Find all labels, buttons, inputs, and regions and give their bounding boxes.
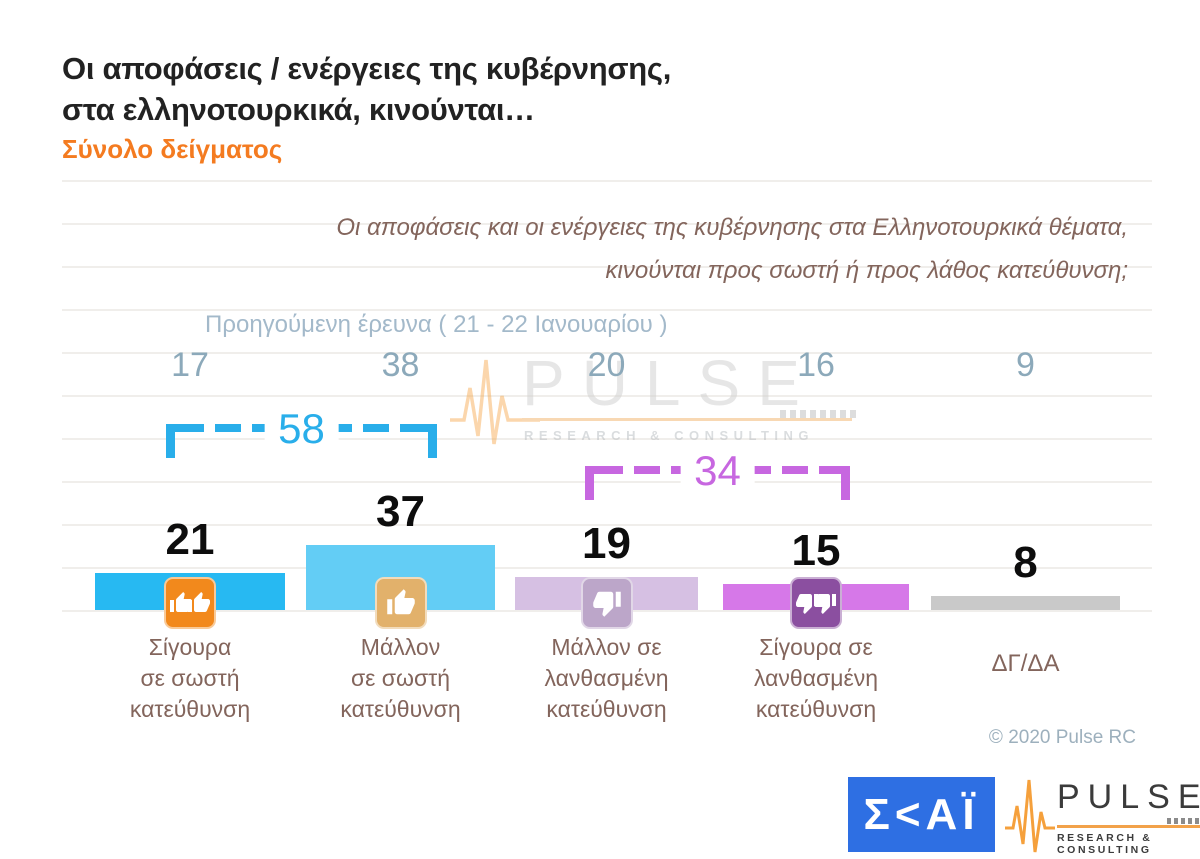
copyright-text: © 2020 Pulse RC: [988, 727, 1136, 748]
watermark-fine-print-dashes: [780, 410, 860, 418]
title-line-2: στα ελληνοτουρκικά, κινούνται…: [62, 92, 535, 127]
bar: [931, 596, 1120, 610]
question-line-2: κινούνται προς σωστή ή προς λάθος κατεύθ…: [605, 257, 1128, 284]
pulse-logo-brand: PULSE: [1057, 778, 1200, 816]
page-title: Οι αποφάσεις / ενέργειες της κυβέρνησης,…: [62, 48, 671, 130]
sample-subtitle: Σύνολο δείγματος: [62, 134, 283, 164]
thumbs-up-double-icon: [164, 577, 216, 629]
pulse-heartbeat-icon: [1005, 779, 1055, 853]
bracket-corner-right: [412, 424, 437, 458]
bracket-total-value: 34: [680, 447, 755, 495]
category-label: Μάλλον σε λανθασμένη κατεύθυνση: [544, 634, 669, 722]
bar-column-sigoura-sosti: 17 21: [95, 340, 285, 629]
grouping-bracket-58: 58: [166, 405, 437, 464]
title-line-1: Οι αποφάσεις / ενέργειες της κυβέρνησης,: [62, 51, 672, 86]
pulse-heartbeat-icon: [450, 359, 540, 445]
bracket-corner-right: [825, 466, 850, 500]
previous-value: 9: [1016, 346, 1035, 384]
pulse-logo: PULSE RESEARCH & CONSULTING: [1005, 772, 1200, 859]
previous-value: 38: [381, 346, 420, 384]
category-label: ΔΓ/ΔΑ: [991, 650, 1060, 677]
bar-column-mallon-lathos: 20 19: [515, 340, 698, 629]
bar-value: 19: [582, 519, 631, 568]
pulse-logo-fine-print-dashes: [1167, 818, 1200, 824]
previous-value: 17: [171, 346, 209, 384]
skai-logo: Σ<ΑΪ: [848, 777, 995, 852]
question-line-1: Οι αποφάσεις και οι ενέργειες της κυβέρν…: [336, 214, 1128, 241]
bracket-corner-left: [166, 424, 191, 458]
bracket-total-value: 58: [264, 405, 339, 453]
pulse-logo-tagline: RESEARCH & CONSULTING: [1057, 832, 1153, 856]
watermark-underline: [522, 418, 852, 421]
bracket-corner-left: [585, 466, 610, 500]
skai-logo-text: Σ<ΑΪ: [863, 789, 980, 839]
previous-survey-label: Προηγούμενη έρευνα ( 21 - 22 Ιανουαρίου …: [205, 311, 668, 338]
previous-value: 20: [587, 346, 626, 384]
previous-value: 16: [797, 346, 835, 384]
bar-value: 8: [1013, 538, 1038, 587]
bar-value: 37: [376, 487, 425, 536]
bar-value: 21: [165, 515, 215, 564]
grouping-bracket-34: 34: [585, 447, 850, 506]
thumbs-down-icon: [580, 577, 633, 629]
watermark-tagline: RESEARCH & CONSULTING: [524, 428, 815, 443]
watermark-brand-text: PULSE: [522, 347, 817, 419]
bar-column-mallon-sosti: 38 37: [306, 340, 495, 629]
bar-column-sigoura-lathos: 16 15: [723, 340, 909, 629]
survey-question: Οι αποφάσεις και οι ενέργειες της κυβέρν…: [148, 206, 1128, 292]
bar-value: 15: [791, 526, 841, 575]
pulse-logo-underline: [1057, 825, 1200, 828]
category-label: Σίγουρα σε λανθασμένη κατεύθυνση: [753, 634, 879, 722]
bar-column-dgda: 9 8: [931, 340, 1120, 610]
thumbs-up-icon: [374, 577, 427, 629]
category-label: Μάλλον σε σωστή κατεύθυνση: [340, 634, 461, 722]
category-label: Σίγουρα σε σωστή κατεύθυνση: [129, 634, 251, 722]
thumbs-down-double-icon: [790, 577, 842, 629]
pulse-watermark: PULSE RESEARCH & CONSULTING: [450, 346, 890, 451]
